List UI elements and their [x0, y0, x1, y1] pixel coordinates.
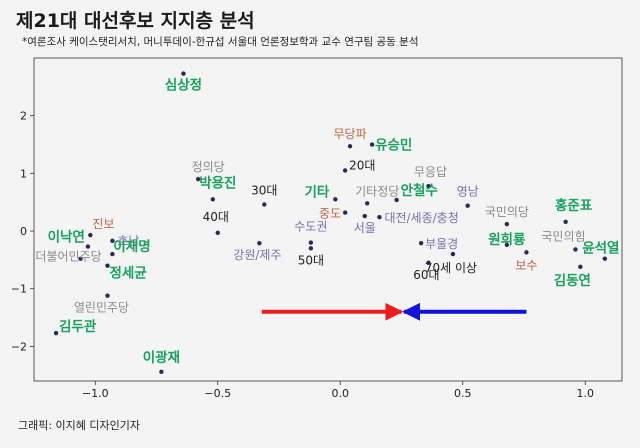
- point-dot: [504, 221, 510, 227]
- point-dot: [308, 240, 314, 245]
- point-dot: [418, 240, 424, 246]
- point-dot: [333, 197, 338, 202]
- point-label-ideology: 중도: [319, 207, 341, 221]
- point-dot: [308, 246, 314, 251]
- point-dot: [110, 238, 115, 244]
- point-label-age: 30대: [251, 184, 277, 198]
- point-dot: [53, 330, 59, 336]
- point-dot: [85, 244, 91, 249]
- point-label-politician: 홍준표: [555, 197, 593, 214]
- point-label-age: 50대: [298, 253, 324, 267]
- point-dot: [377, 214, 382, 220]
- point-dot: [578, 264, 583, 269]
- x-tick-label: −0.5: [204, 387, 231, 400]
- point-label-politician: 정세균: [110, 265, 148, 282]
- point-label-politician: 이재명: [113, 238, 150, 255]
- point-label-politician: 이낙연: [48, 229, 85, 246]
- point-label-party: 정의당: [192, 160, 225, 174]
- point-label-region: 영남: [457, 185, 479, 199]
- point-dot: [159, 369, 164, 374]
- point-label-politician: 원희룡: [488, 232, 526, 248]
- point-dot: [342, 168, 348, 173]
- point-dot: [563, 219, 568, 225]
- point-label-age: 60대: [413, 268, 439, 282]
- chart-subtitle: *여론조사 케이스탯리서치, 머니투데이-한규섭 서울대 언론정보학과 교수 연…: [22, 36, 419, 48]
- point-dot: [362, 213, 367, 219]
- point-label-politician: 김두관: [59, 318, 97, 335]
- point-label-politician: 기타: [305, 184, 330, 200]
- y-tick-label: 1: [20, 167, 27, 180]
- point-dot: [195, 176, 201, 182]
- point-dot: [573, 247, 578, 252]
- y-tick-label: 2: [20, 110, 27, 123]
- point-label-politician: 심상정: [165, 77, 202, 94]
- plot-frame: [33, 57, 623, 382]
- point-dot: [262, 202, 267, 207]
- point-label-region: 대전/세종/충청: [384, 211, 458, 225]
- point-dot: [342, 210, 348, 215]
- point-dot: [181, 71, 186, 76]
- point-dot: [365, 201, 370, 206]
- point-dot: [347, 144, 353, 149]
- point-dot: [524, 250, 529, 255]
- point-label-ideology: 보수: [515, 258, 537, 272]
- y-tick-label: 0: [20, 225, 27, 238]
- point-label-age: 20대: [349, 158, 375, 172]
- x-tick-label: 0.0: [332, 387, 350, 400]
- point-dot: [215, 230, 220, 235]
- point-label-party: 더불어민주당: [35, 250, 101, 264]
- point-dot: [504, 242, 510, 248]
- point-label-party: 기타정당: [355, 184, 399, 198]
- point-label-party: 열린민주당: [74, 301, 129, 315]
- point-label-ideology: 진보: [92, 217, 114, 231]
- point-dot: [426, 260, 431, 265]
- point-dot: [257, 240, 262, 246]
- point-label-politician: 안철수: [401, 182, 438, 199]
- point-dot: [369, 142, 375, 147]
- point-dot: [394, 197, 399, 203]
- point-label-region: 강원/제주: [233, 248, 281, 262]
- x-tick-label: 0.5: [454, 387, 472, 400]
- point-label-ideology: 무당파: [333, 127, 366, 141]
- point-label-party: 무응답: [414, 165, 447, 179]
- point-label-region: 서울: [354, 221, 376, 235]
- point-dot: [88, 232, 93, 238]
- x-tick-label: −1.0: [82, 387, 109, 400]
- point-label-politician: 윤석열: [582, 240, 619, 257]
- point-dot: [105, 263, 110, 268]
- point-label-politician: 김동연: [554, 273, 591, 289]
- point-label-age: 40대: [203, 210, 229, 224]
- graphic-credit: 그래픽: 이지혜 디자인기자: [18, 419, 141, 432]
- chart-title: 제21대 대선후보 지지층 분석: [16, 10, 255, 32]
- point-label-politician: 박용진: [199, 174, 236, 191]
- point-label-party: 국민의당: [485, 205, 529, 219]
- y-tick-label: −1: [11, 283, 27, 296]
- point-dot: [78, 256, 83, 261]
- y-tick-label: −2: [11, 340, 27, 353]
- point-label-region: 부울경: [425, 237, 458, 251]
- point-label-party: 국민의힘: [541, 229, 585, 243]
- point-dot: [426, 183, 431, 189]
- point-label-region: 수도권: [294, 220, 327, 234]
- point-label-politician: 유승민: [375, 137, 412, 154]
- point-dot: [450, 251, 456, 257]
- point-label-age: 70세 이상: [425, 261, 477, 275]
- point-dot: [110, 251, 115, 257]
- x-tick-label: 1.0: [577, 387, 595, 400]
- point-label-politician: 이광재: [143, 349, 180, 366]
- point-dot: [465, 203, 470, 208]
- point-dot: [602, 256, 608, 261]
- point-dot: [210, 197, 216, 202]
- point-dot: [105, 293, 110, 298]
- point-label-region: 호남: [117, 234, 139, 248]
